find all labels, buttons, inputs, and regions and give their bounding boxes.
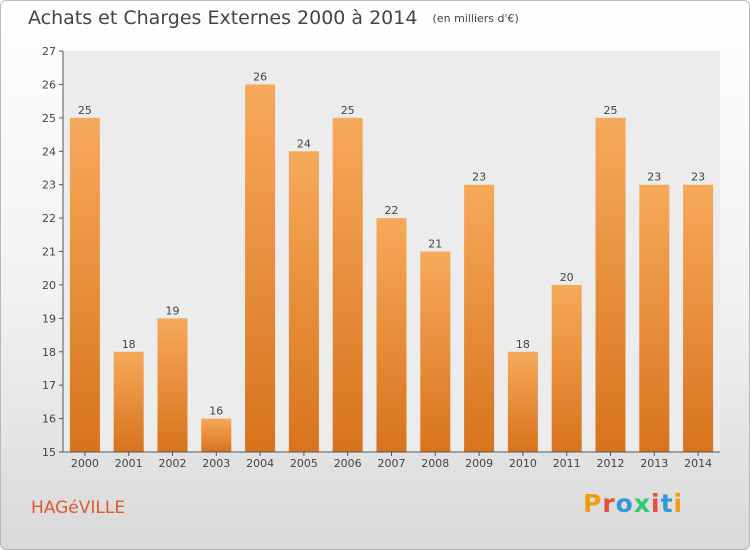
bar-2007 — [376, 218, 407, 452]
x-tick-label-2004: 2004 — [246, 457, 274, 470]
chart-unit: (en milliers d'€) — [432, 12, 519, 25]
x-tick-label-2003: 2003 — [202, 457, 230, 470]
logo-letter: i — [651, 489, 661, 518]
data-label-2008: 21 — [428, 238, 442, 251]
y-tick-label-20: 20 — [42, 279, 56, 292]
x-tick-label-2012: 2012 — [597, 457, 625, 470]
bar-2013 — [639, 184, 670, 452]
bar-2005 — [288, 151, 319, 452]
bars-group: 25 18 19 16 26 24 25 22 21 23 18 20 25 23 23 — [69, 70, 714, 453]
x-tick-label-2007: 2007 — [378, 457, 406, 470]
logo-letter: o — [615, 489, 634, 518]
x-tick-label-2002: 2002 — [159, 457, 187, 470]
bar-2006 — [332, 117, 363, 452]
x-tick-label-2009: 2009 — [465, 457, 493, 470]
bar-2001 — [113, 351, 144, 452]
x-tick-label-2001: 2001 — [115, 457, 143, 470]
logo-letter: t — [660, 489, 674, 518]
x-tick-label-2010: 2010 — [509, 457, 537, 470]
data-label-2012: 25 — [604, 104, 618, 117]
logo-letter: r — [602, 489, 616, 518]
data-label-2014: 23 — [691, 171, 705, 184]
data-label-2005: 24 — [297, 137, 311, 150]
y-tick-label-18: 18 — [42, 346, 56, 359]
data-label-2013: 23 — [647, 171, 661, 184]
y-tick-label-22: 22 — [42, 212, 56, 225]
data-label-2003: 16 — [209, 405, 223, 418]
y-tick-label-26: 26 — [42, 78, 56, 91]
y-tick-label-27: 27 — [42, 45, 56, 58]
data-label-2011: 20 — [560, 271, 574, 284]
x-tick-label-2013: 2013 — [640, 457, 668, 470]
x-tick-label-2011: 2011 — [553, 457, 581, 470]
bar-2002 — [157, 318, 188, 452]
bar-2012 — [595, 117, 626, 452]
data-label-2010: 18 — [516, 338, 530, 351]
data-label-2007: 22 — [385, 204, 399, 217]
bar-2004 — [245, 84, 276, 453]
bar-2011 — [551, 284, 582, 452]
y-tick-label-23: 23 — [42, 179, 56, 192]
logo-letter: x — [633, 489, 651, 518]
bar-2008 — [420, 251, 451, 452]
x-tick-label-2005: 2005 — [290, 457, 318, 470]
data-label-2001: 18 — [122, 338, 136, 351]
chart-title: Achats et Charges Externes 2000 à 2014 — [28, 7, 418, 29]
y-tick-label-24: 24 — [42, 145, 56, 158]
x-tick-label-2008: 2008 — [421, 457, 449, 470]
data-label-2006: 25 — [341, 104, 355, 117]
data-label-2009: 23 — [472, 171, 486, 184]
logo-letter: i — [673, 489, 684, 518]
data-label-2004: 26 — [253, 70, 267, 83]
y-tick-label-15: 15 — [42, 446, 56, 459]
bar-2010 — [507, 351, 538, 452]
bar-2000 — [69, 117, 100, 452]
y-tick-label-16: 16 — [42, 413, 56, 426]
logo-letter: P — [583, 489, 603, 518]
chart-title-row: Achats et Charges Externes 2000 à 2014 (… — [28, 7, 519, 29]
bar-2009 — [464, 184, 495, 452]
axes-group: 2000 2001 2002 2003 2004 2005 2006 2007 2008 2009… — [42, 45, 720, 470]
y-tick-label-25: 25 — [42, 112, 56, 125]
data-label-2000: 25 — [78, 104, 92, 117]
commune-name: HAGéVILLE — [31, 498, 126, 518]
x-tick-label-2006: 2006 — [334, 457, 362, 470]
bar-2014 — [683, 184, 714, 452]
data-label-2002: 19 — [166, 304, 180, 317]
y-tick-label-17: 17 — [42, 379, 56, 392]
y-tick-label-19: 19 — [42, 312, 56, 325]
x-tick-label-2014: 2014 — [684, 457, 712, 470]
y-tick-label-21: 21 — [42, 246, 56, 259]
x-tick-label-2000: 2000 — [71, 457, 99, 470]
bar-2003 — [201, 418, 232, 452]
proxiti-logo: Proxiti — [583, 489, 683, 518]
